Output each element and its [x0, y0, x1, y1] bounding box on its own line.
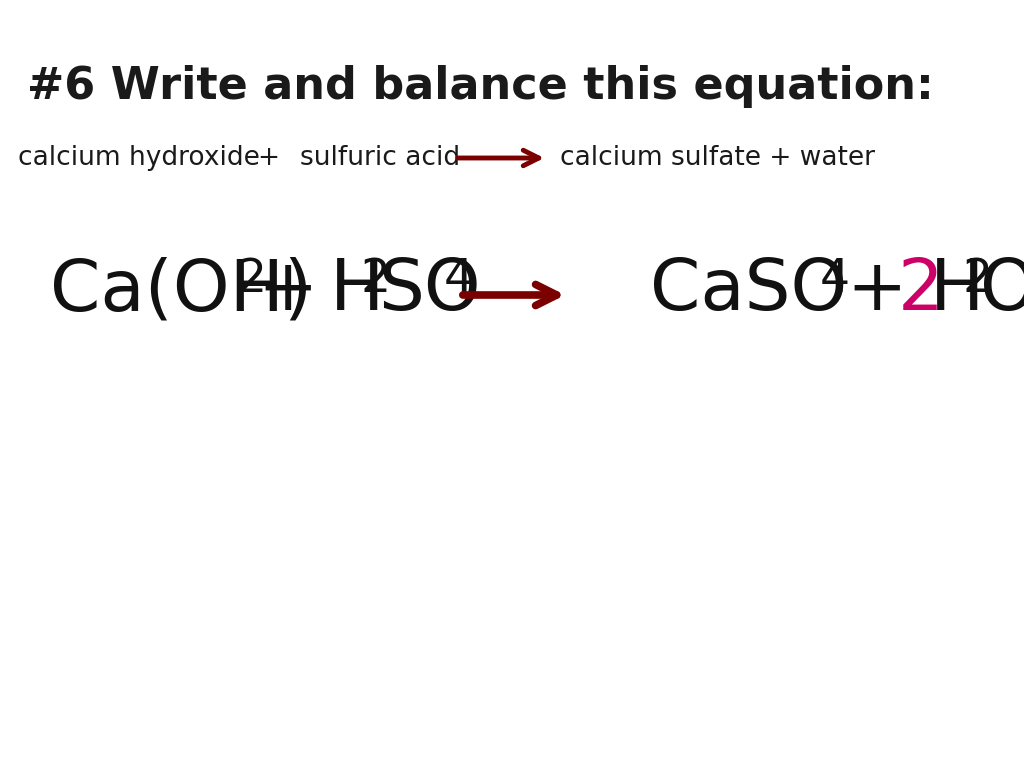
Text: Ca(OH): Ca(OH): [50, 256, 312, 325]
Text: O: O: [980, 256, 1024, 325]
Text: +: +: [846, 256, 906, 325]
Text: H: H: [930, 256, 984, 325]
Text: H: H: [330, 256, 384, 325]
Text: #6 Write and balance this equation:: #6 Write and balance this equation:: [27, 65, 934, 108]
Text: CaSO: CaSO: [650, 256, 847, 325]
Text: +: +: [258, 256, 318, 325]
Text: 2: 2: [898, 256, 944, 325]
Text: calcium hydroxide: calcium hydroxide: [18, 145, 260, 171]
Text: 2: 2: [962, 257, 992, 302]
Text: 4: 4: [444, 257, 474, 302]
Text: 2: 2: [236, 257, 266, 302]
Text: sulfuric acid: sulfuric acid: [300, 145, 460, 171]
Text: 4: 4: [820, 257, 850, 302]
Text: SO: SO: [378, 256, 480, 325]
Text: 2: 2: [361, 257, 391, 302]
Text: +: +: [257, 145, 279, 171]
Text: calcium sulfate + water: calcium sulfate + water: [560, 145, 874, 171]
